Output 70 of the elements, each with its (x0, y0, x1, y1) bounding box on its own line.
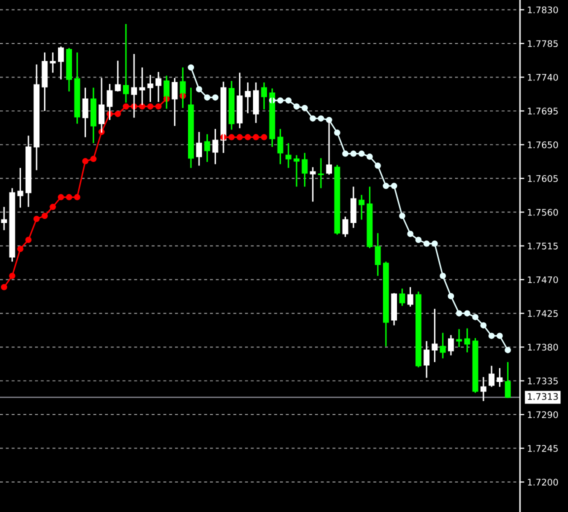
point (407, 230, 414, 238)
point (90, 156, 97, 162)
point (399, 212, 406, 220)
point (358, 150, 365, 157)
point (122, 103, 130, 110)
point (9, 272, 16, 279)
point (464, 310, 470, 316)
point (302, 104, 308, 112)
point (432, 240, 438, 247)
point (114, 110, 121, 118)
y-tick-label: 1.7245 (528, 445, 558, 452)
y-tick-label: 1.7515 (528, 242, 558, 250)
point (228, 134, 235, 140)
point (423, 240, 430, 247)
y-tick-label: 1.7605 (528, 175, 558, 182)
point (17, 246, 24, 252)
point (188, 64, 194, 71)
point (285, 97, 292, 104)
y-tick-label: 1.7470 (528, 276, 558, 284)
point (260, 134, 268, 140)
point (277, 97, 284, 104)
y-tick-label: 1.7425 (528, 310, 558, 317)
point (334, 130, 340, 136)
point (236, 134, 243, 140)
point (25, 236, 32, 244)
point (440, 272, 446, 279)
y-tick-label: 1.7290 (528, 411, 558, 418)
point (350, 150, 357, 157)
point (472, 314, 478, 320)
point (456, 310, 462, 316)
point (496, 332, 503, 339)
point (318, 115, 324, 122)
point (244, 134, 251, 140)
point (0, 284, 8, 290)
point (480, 322, 487, 328)
y-tick-label: 1.7650 (528, 141, 558, 148)
point (252, 134, 260, 140)
point (342, 150, 348, 157)
point (382, 182, 390, 190)
point (390, 182, 398, 190)
point (448, 292, 454, 300)
point (212, 94, 218, 101)
point (82, 158, 88, 164)
point (504, 346, 511, 354)
point (366, 154, 373, 160)
point (310, 115, 316, 122)
y-tick-label: 1.7380 (528, 344, 558, 351)
point (204, 94, 210, 101)
point (66, 194, 72, 200)
point (293, 103, 300, 110)
y-tick-label: 1.7740 (528, 74, 558, 81)
point (42, 212, 48, 220)
point (196, 86, 202, 92)
y-tick-label: 1.7335 (528, 378, 558, 384)
point (374, 162, 381, 169)
point (139, 103, 146, 110)
point (147, 103, 154, 110)
point (74, 194, 80, 200)
point (58, 194, 64, 200)
point (415, 236, 422, 244)
y-tick-label: 1.7830 (528, 6, 558, 14)
y-tick-label: 1.7560 (528, 208, 558, 216)
point (33, 216, 40, 222)
y-tick-label: 1.7785 (528, 40, 558, 48)
y-tick-label: 1.7200 (528, 478, 558, 486)
point (488, 332, 495, 339)
y-tick-label: 1.7695 (528, 108, 558, 115)
ref-line-label: 1.7313 (528, 393, 558, 400)
point (50, 204, 56, 210)
point (155, 103, 162, 110)
